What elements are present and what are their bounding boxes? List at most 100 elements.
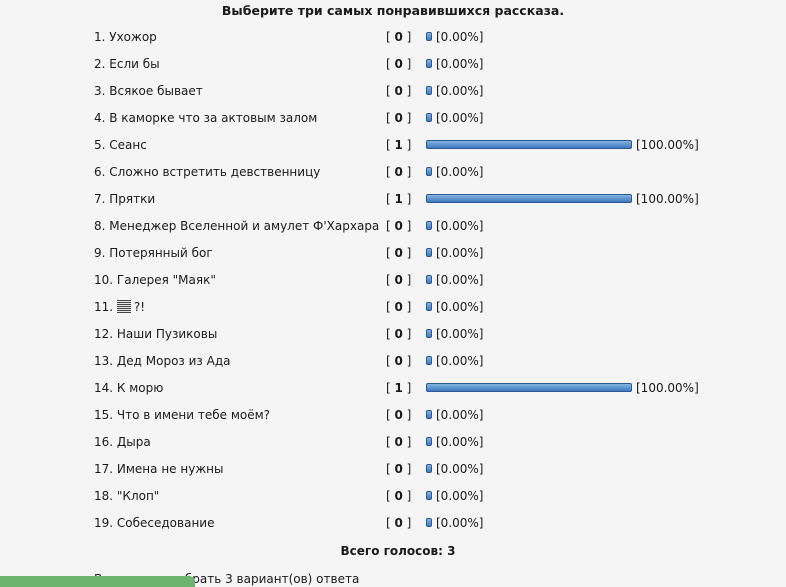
vote-count: 0 [394,435,403,449]
poll-option-text: 9. Потерянный бог [94,246,213,260]
poll-option-text: 19. Собеседование [94,516,215,530]
garbled-glyph-icon [116,300,131,313]
vote-count: 0 [394,246,403,260]
poll-option-bar [426,113,432,122]
poll-option-votes: [ 0 ] [386,57,412,71]
poll-option-bar [426,356,432,365]
poll-option-bar [426,329,432,338]
poll-option-votes: [ 0 ] [386,408,412,422]
poll-option-percent: [0.00%] [436,435,484,449]
poll-option-text: 5. Сеанс [94,138,147,152]
vote-count: 0 [394,273,403,287]
vote-count: 0 [394,111,403,125]
poll-option-percent: [0.00%] [436,354,484,368]
poll-option-label: 15. Что в имени тебе моём? [94,408,270,422]
poll-option-votes: [ 0 ] [386,273,412,287]
poll-option-bar [426,167,432,176]
poll-option-text: 12. Наши Пузиковы [94,327,218,341]
vote-count: 0 [394,165,403,179]
poll-option-label: 9. Потерянный бог [94,246,213,260]
poll-option-text: 10. Галерея "Маяк" [94,273,216,287]
footer-green-bar [0,576,195,587]
poll-option-bar [426,140,632,149]
poll-option-text: 11. [94,300,114,314]
poll-option-bar [426,248,432,257]
poll-option-text: 14. К морю [94,381,164,395]
poll-option-text: 2. Если бы [94,57,160,71]
poll-option-bar [426,302,432,311]
poll-option-percent: [0.00%] [436,516,484,530]
poll-option-label: 7. Прятки [94,192,155,206]
poll-option-percent: [0.00%] [436,273,484,287]
poll-option-text: 3. Всякое бывает [94,84,203,98]
poll-option-percent: [0.00%] [436,165,484,179]
poll-option-percent: [0.00%] [436,462,484,476]
poll-option-votes: [ 1 ] [386,138,412,152]
poll-option-bar [426,464,432,473]
poll-option-percent: [100.00%] [636,138,699,152]
poll-option-label: 2. Если бы [94,57,160,71]
vote-count: 0 [394,462,403,476]
vote-count: 0 [394,489,403,503]
poll-option-votes: [ 0 ] [386,516,412,530]
poll-option-votes: [ 0 ] [386,300,412,314]
vote-count: 0 [394,84,403,98]
poll-option-votes: [ 0 ] [386,327,412,341]
poll-option-bar [426,491,432,500]
vote-count: 0 [394,327,403,341]
poll-option-votes: [ 0 ] [386,246,412,260]
poll-option-label: 19. Собеседование [94,516,214,530]
poll-option-votes: [ 0 ] [386,354,412,368]
poll-option-text: 1. Ухожор [94,30,157,44]
poll-option-votes: [ 0 ] [386,111,412,125]
poll-option-label: 4. В каморке что за актовым залом [94,111,317,125]
poll-option-text: 18. "Клоп" [94,489,160,503]
poll-option-text: 16. Дыра [94,435,151,449]
poll-option-bar [426,410,432,419]
poll-option-votes: [ 0 ] [386,84,412,98]
poll-option-votes: [ 0 ] [386,219,412,233]
poll-option-text: 8. Менеджер Вселенной и амулет Ф'Хархара [94,219,380,233]
poll-option-votes: [ 0 ] [386,30,412,44]
poll-option-text: 17. Имена не нужны [94,462,224,476]
vote-count: 0 [394,57,403,71]
poll-option-bar [426,437,432,446]
poll-option-label: 5. Сеанс [94,138,147,152]
poll-option-label: 14. К морю [94,381,163,395]
poll-option-label: 6. Сложно встретить девственницу [94,165,320,179]
vote-count: 0 [394,408,403,422]
poll-option-label: 11. ?! [94,300,145,314]
poll-option-percent: [0.00%] [436,408,484,422]
poll-option-percent: [0.00%] [436,111,484,125]
poll-option-label: 18. "Клоп" [94,489,159,503]
poll-option-percent: [0.00%] [436,30,484,44]
poll-option-percent: [0.00%] [436,57,484,71]
vote-count: 0 [394,219,403,233]
poll-option-votes: [ 0 ] [386,435,412,449]
poll-option-label: 3. Всякое бывает [94,84,203,98]
poll-title: Выберите три самых понравившихся рассказ… [221,3,565,18]
poll-option-label: 16. Дыра [94,435,151,449]
poll-option-text: 15. Что в имени тебе моём? [94,408,271,422]
vote-count: 0 [394,516,403,530]
poll-option-bar [426,59,432,68]
poll-option-votes: [ 0 ] [386,165,412,179]
poll-option-label: 8. Менеджер Вселенной и амулет Ф'Хархара [94,219,379,233]
poll-option-label: 13. Дед Мороз из Ада [94,354,230,368]
poll-option-text: 7. Прятки [94,192,156,206]
poll-option-percent: [0.00%] [436,219,484,233]
poll-option-text: 4. В каморке что за актовым залом [94,111,318,125]
poll-option-percent: [0.00%] [436,246,484,260]
poll-option-text: 13. Дед Мороз из Ада [94,354,231,368]
vote-count: 1 [394,138,403,152]
poll-option-label: 1. Ухожор [94,30,157,44]
poll-option-votes: [ 1 ] [386,192,412,206]
poll-option-suffix: ?! [133,300,146,314]
poll-option-bar [426,194,632,203]
vote-count: 1 [394,192,403,206]
poll-option-percent: [0.00%] [436,489,484,503]
poll-option-bar [426,221,432,230]
poll-option-bar [426,32,432,41]
vote-count: 0 [394,354,403,368]
poll-option-bar [426,383,632,392]
